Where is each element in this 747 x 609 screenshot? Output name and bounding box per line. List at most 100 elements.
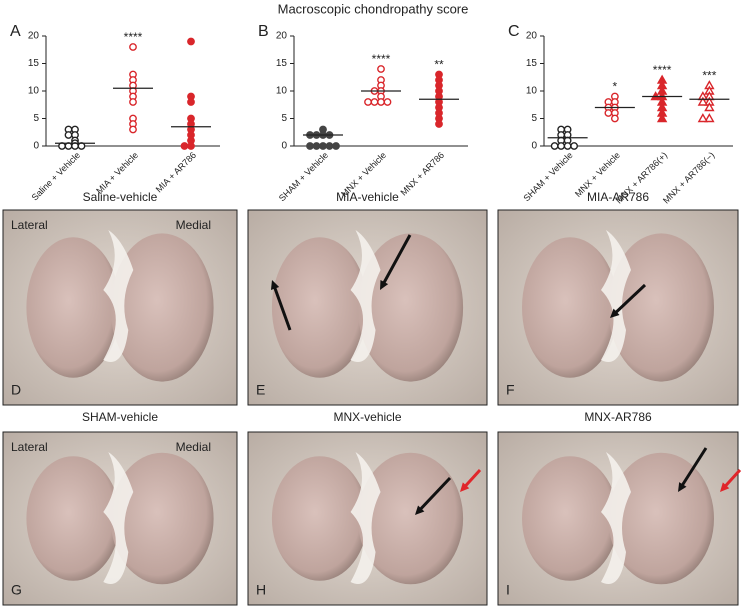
point (377, 65, 385, 73)
photo-title: MNX-vehicle (333, 410, 401, 424)
side-label: Lateral (11, 218, 48, 232)
panel-letter: B (258, 23, 269, 40)
panel-letter: E (256, 382, 265, 398)
y-tick-label: 15 (276, 58, 288, 69)
point (604, 109, 613, 117)
y-tick-label: 20 (28, 31, 40, 42)
point (319, 142, 327, 150)
side-label: Lateral (11, 440, 48, 454)
condyle (271, 237, 368, 378)
y-tick-label: 20 (526, 31, 538, 42)
condyle (522, 456, 618, 581)
photo-title: SHAM-vehicle (82, 410, 158, 424)
cartilage (601, 452, 631, 584)
y-tick-label: 10 (28, 86, 40, 97)
point (383, 98, 392, 106)
point (563, 142, 572, 150)
point (325, 142, 334, 150)
panel-letter: A (10, 23, 21, 40)
y-tick-label: 10 (276, 86, 288, 97)
photo-title: MIA-vehicle (336, 190, 399, 204)
point (180, 142, 189, 150)
panel-letter: H (256, 582, 266, 598)
point (129, 125, 137, 134)
condyle (26, 237, 121, 378)
cartilage (103, 230, 134, 362)
y-tick-label: 5 (531, 113, 537, 124)
photo-title: Saline-vehicle (83, 190, 158, 204)
x-tick-label: SHAM + Vehicle (521, 150, 574, 203)
point (129, 98, 137, 106)
arrow (611, 283, 647, 317)
arrow-head (460, 482, 470, 492)
point (312, 142, 321, 150)
cartilage (103, 452, 134, 584)
y-tick-label: 5 (33, 113, 39, 124)
arrow-head (270, 280, 280, 290)
cartilage (350, 452, 381, 584)
significance: **** (372, 52, 391, 66)
photo-title: MNX-AR786 (584, 410, 652, 424)
panel-letter: D (11, 382, 21, 398)
significance: *** (702, 69, 716, 83)
point (550, 142, 559, 150)
arrow (380, 234, 412, 288)
y-tick-label: 15 (526, 58, 538, 69)
side-label: Medial (176, 440, 211, 454)
side-label: Medial (176, 218, 211, 232)
arrow-head (678, 482, 687, 492)
point (129, 43, 137, 51)
y-tick-label: 5 (281, 113, 287, 124)
arrow (416, 476, 452, 514)
x-tick-label: Saline + Vehicle (30, 150, 83, 203)
figure-title: Macroscopic chondropathy score (278, 1, 469, 16)
x-tick-label: MIA + Vehicle (94, 150, 140, 196)
y-tick-label: 0 (281, 141, 287, 152)
point (377, 98, 385, 106)
arrow-head (720, 482, 730, 492)
arrow (271, 283, 292, 331)
point (697, 96, 709, 106)
point (187, 37, 195, 46)
condyle (271, 456, 368, 581)
arrow-head (610, 308, 620, 318)
y-tick-label: 10 (526, 86, 538, 97)
significance: ** (434, 58, 444, 72)
x-tick-label: MIA + AR786 (154, 150, 198, 194)
y-tick-label: 0 (531, 141, 537, 152)
x-tick-label: MNX + AR786 (399, 150, 447, 198)
condyle (522, 237, 618, 378)
arrow-head (380, 280, 389, 290)
significance: **** (653, 63, 672, 77)
point (697, 113, 709, 123)
significance: * (613, 80, 618, 94)
x-tick-label: SHAM + Vehicle (277, 150, 330, 203)
point (187, 98, 195, 106)
point (704, 102, 715, 112)
condyle (110, 233, 214, 382)
y-tick-label: 15 (28, 58, 40, 69)
point (306, 142, 314, 150)
y-tick-label: 20 (276, 31, 288, 42)
point (435, 120, 443, 128)
panel-letter: C (508, 23, 520, 40)
condyle (357, 233, 464, 382)
point (704, 113, 715, 123)
point (570, 142, 579, 150)
photo-title: MIA-AR786 (587, 190, 649, 204)
point (64, 131, 73, 139)
condyle (357, 452, 464, 585)
point (656, 113, 668, 123)
point (557, 142, 566, 150)
cartilage (601, 230, 631, 362)
point (332, 142, 340, 150)
arrow (678, 447, 708, 490)
condyle (110, 452, 214, 585)
point (187, 142, 195, 150)
point (364, 98, 372, 106)
point (610, 114, 619, 123)
condyle (608, 233, 714, 382)
cartilage (350, 230, 381, 362)
y-tick-label: 0 (33, 141, 39, 152)
